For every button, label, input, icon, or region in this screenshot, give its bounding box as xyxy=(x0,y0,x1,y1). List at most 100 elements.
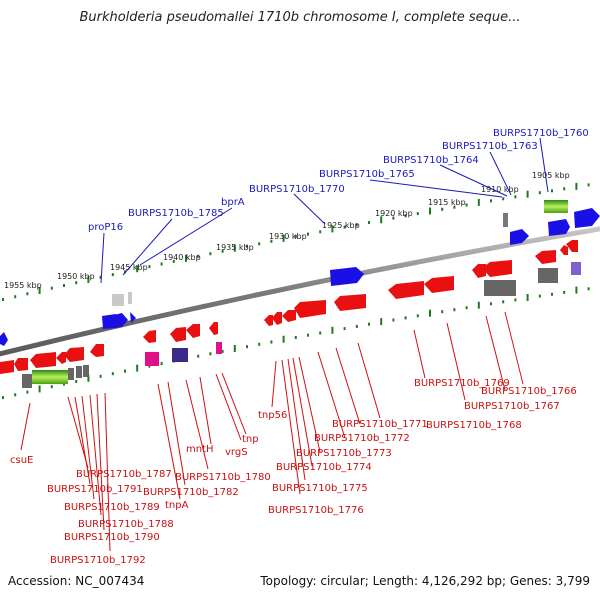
gene-arrow[interactable] xyxy=(510,229,529,245)
gene-label[interactable]: tnp xyxy=(242,434,259,445)
gene-bar[interactable] xyxy=(571,262,581,275)
kbp-label: 1945 kbp xyxy=(110,263,148,272)
gene-arrow[interactable] xyxy=(0,360,14,374)
gene-arrow[interactable] xyxy=(264,315,273,326)
gene-label[interactable]: BURPS1710b_1769 xyxy=(414,378,510,389)
gene-arrow[interactable] xyxy=(548,219,570,236)
tick-mark xyxy=(587,287,590,291)
gene-arrow[interactable] xyxy=(14,358,28,371)
kbp-ticks xyxy=(2,182,590,400)
top-leader-lines xyxy=(100,137,549,284)
tick-mark xyxy=(380,216,383,224)
tick-mark xyxy=(307,333,309,337)
gene-bar[interactable] xyxy=(83,365,89,377)
gene-arrow[interactable] xyxy=(282,310,296,322)
gene-label[interactable]: BURPS1710b_1763 xyxy=(442,141,538,152)
tick-mark xyxy=(99,275,102,279)
gene-arrow[interactable] xyxy=(272,312,282,325)
gene-bar[interactable] xyxy=(112,294,124,306)
gene-arrow[interactable] xyxy=(30,352,56,368)
gene-label[interactable]: csuE xyxy=(10,455,33,466)
gene-bar[interactable] xyxy=(145,352,159,366)
gene-arrow[interactable] xyxy=(64,347,84,362)
gene-label[interactable]: BURPS1710b_1760 xyxy=(493,128,589,139)
gene-arrow[interactable] xyxy=(0,332,8,346)
gene-arrow[interactable] xyxy=(334,294,366,311)
gene-arrow[interactable] xyxy=(482,260,512,277)
gene-bar[interactable] xyxy=(503,213,508,227)
tick-mark xyxy=(38,287,41,294)
gene-label[interactable]: BURPS1710b_1790 xyxy=(64,532,160,543)
gene-label[interactable]: BURPS1710b_1792 xyxy=(50,555,146,566)
gene-arrow[interactable] xyxy=(114,313,128,328)
tick-mark xyxy=(441,310,444,314)
gene-label[interactable]: tnpA xyxy=(165,500,189,511)
gene-arrow[interactable] xyxy=(574,208,600,228)
tick-mark xyxy=(429,207,431,215)
gene-label[interactable]: BURPS1710b_1775 xyxy=(272,483,368,494)
gene-label[interactable]: BURPS1710b_1770 xyxy=(249,184,345,195)
gene-arrow[interactable] xyxy=(143,330,156,343)
tick-mark xyxy=(551,292,553,296)
tick-mark xyxy=(172,259,175,263)
gene-label[interactable]: BURPS1710b_1785 xyxy=(128,208,224,219)
gene-label[interactable]: BURPS1710b_1788 xyxy=(78,519,174,530)
gene-bar[interactable] xyxy=(68,368,74,380)
gene-bar[interactable] xyxy=(172,348,188,362)
tick-mark xyxy=(209,352,212,356)
gene-label[interactable]: BURPS1710b_1776 xyxy=(268,505,364,516)
gene-label[interactable]: BURPS1710b_1772 xyxy=(314,433,410,444)
tick-mark xyxy=(294,336,297,339)
accession-text: Accession: NC_007434 xyxy=(8,574,145,588)
gene-bar[interactable] xyxy=(216,342,222,354)
gene-bar[interactable] xyxy=(484,280,516,296)
gene-arrow[interactable] xyxy=(294,300,326,318)
gene-label[interactable]: proP16 xyxy=(88,222,123,233)
gene-arrow[interactable] xyxy=(186,324,200,338)
gene-label[interactable]: BURPS1710b_1787 xyxy=(76,469,172,480)
gene-label[interactable]: BURPS1710b_1780 xyxy=(175,472,271,483)
gene-arrow[interactable] xyxy=(330,267,364,286)
gene-label[interactable]: bprA xyxy=(221,197,245,208)
gene-label[interactable]: BURPS1710b_1774 xyxy=(276,462,372,473)
tick-mark xyxy=(87,374,90,382)
gene-label[interactable]: tnp56 xyxy=(258,410,287,421)
tick-mark xyxy=(63,382,65,386)
gene-arrow[interactable] xyxy=(130,312,136,323)
gene-arrow[interactable] xyxy=(170,327,186,342)
gene-label[interactable]: BURPS1710b_1791 xyxy=(47,484,143,495)
gene-bar[interactable] xyxy=(128,292,132,304)
gene-arrow[interactable] xyxy=(535,250,556,264)
gene-arrow[interactable] xyxy=(560,245,568,255)
gene-label[interactable]: BURPS1710b_1766 xyxy=(481,386,577,397)
tick-mark xyxy=(526,294,529,301)
gene-label[interactable]: BURPS1710b_1767 xyxy=(464,401,560,412)
gene-label[interactable]: BURPS1710b_1764 xyxy=(383,155,479,166)
gene-arrow[interactable] xyxy=(388,281,424,299)
gene-arrow[interactable] xyxy=(424,276,454,293)
gene-arrow[interactable] xyxy=(56,352,66,364)
tick-mark xyxy=(99,374,102,378)
gene-label[interactable]: BURPS1710b_1768 xyxy=(426,420,522,431)
gene-label[interactable]: BURPS1710b_1789 xyxy=(64,502,160,513)
gene-label[interactable]: BURPS1710b_1765 xyxy=(319,169,415,180)
gene-arrow[interactable] xyxy=(90,344,104,357)
gene-label[interactable]: vrgS xyxy=(225,447,248,458)
gene-bar[interactable] xyxy=(538,268,558,283)
gene-label[interactable]: BURPS1710b_1773 xyxy=(296,448,392,459)
tick-mark xyxy=(233,244,236,252)
gene-bar[interactable] xyxy=(76,366,82,378)
tick-mark xyxy=(404,214,407,218)
tick-mark xyxy=(270,340,273,344)
gene-arrow[interactable] xyxy=(472,264,486,278)
gene-arrow[interactable] xyxy=(566,240,578,252)
tick-mark xyxy=(477,301,480,309)
tick-mark xyxy=(75,380,78,383)
gene-label[interactable]: BURPS1710b_1771 xyxy=(332,419,428,430)
gene-bar[interactable] xyxy=(544,200,568,213)
gene-bar[interactable] xyxy=(32,370,68,384)
gene-label[interactable]: mntH xyxy=(186,444,214,455)
gene-label[interactable]: BURPS1710b_1782 xyxy=(143,487,239,498)
gene-bar[interactable] xyxy=(22,374,32,388)
gene-arrow[interactable] xyxy=(209,322,218,335)
